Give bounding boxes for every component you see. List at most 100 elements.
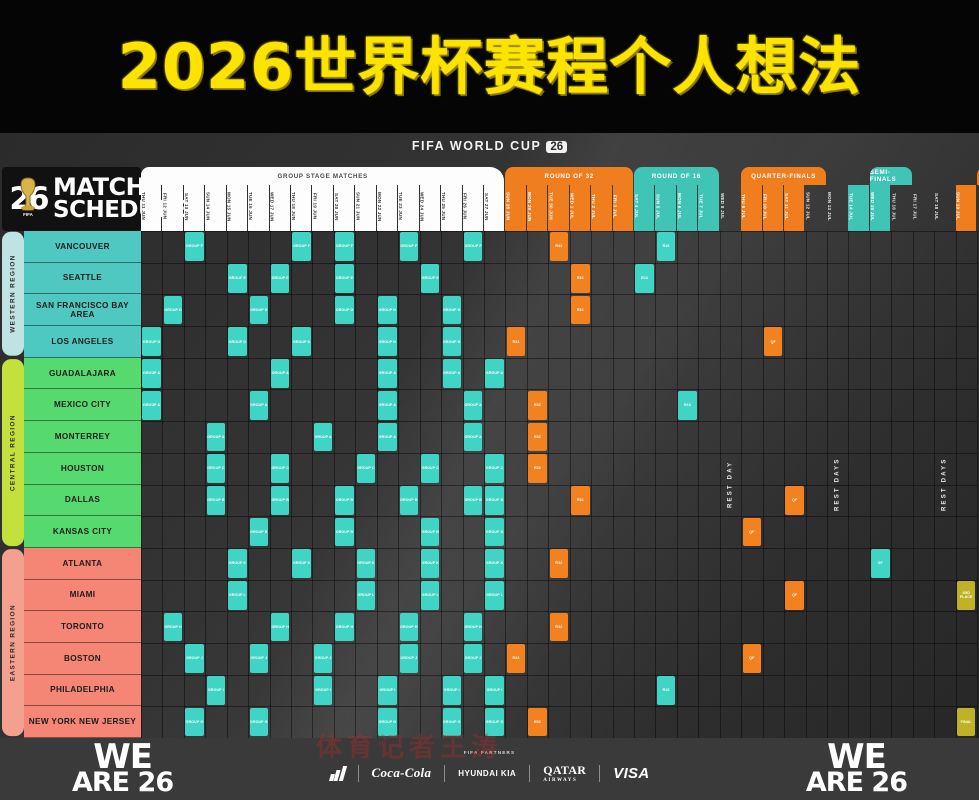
match-cell-r32[interactable]: R32 [549, 612, 569, 642]
match-cell-group[interactable]: GROUP D [163, 295, 183, 325]
city-label-miami[interactable]: MIAMI [24, 579, 141, 612]
city-label-new-york-new-jersey[interactable]: NEW YORK NEW JERSEY [24, 706, 141, 738]
match-cell-r32[interactable]: R32 [549, 232, 569, 262]
city-label-vancouver[interactable]: VANCOUVER [24, 231, 141, 263]
match-cell-r16[interactable]: R16 [678, 390, 697, 420]
date-header-5[interactable]: TUE 16 JUN [248, 185, 269, 231]
date-header-33[interactable]: TUE 14 JUL [848, 185, 869, 231]
match-cell-group[interactable]: GROUP D [335, 295, 354, 325]
date-header-26[interactable]: TUE 7 JUL [698, 185, 719, 231]
date-header-12[interactable]: TUE 23 JUN [398, 185, 419, 231]
match-cell-final[interactable]: FINAL [956, 707, 976, 737]
match-cell-r32[interactable]: R32 [528, 390, 547, 420]
match-cell-final[interactable]: 3RD PLACE [956, 580, 976, 610]
match-cell-group[interactable]: GROUP I [313, 676, 333, 705]
match-cell-group[interactable]: GROUP C [271, 454, 290, 483]
match-cell-group[interactable]: GROUP A [378, 359, 397, 388]
match-cell-group[interactable]: GROUP F [292, 232, 311, 262]
match-cell-group[interactable]: GROUP F [463, 232, 483, 262]
match-cell-group[interactable]: GROUP E [228, 264, 247, 293]
match-cell-group[interactable]: GROUP L [228, 580, 247, 610]
match-cell-group[interactable]: GROUP G [249, 707, 268, 737]
date-header-30[interactable]: SAT 11 JUL [784, 185, 805, 231]
city-label-guadalajara[interactable]: GUADALAJARA [24, 357, 141, 390]
match-cell-group[interactable]: GROUP J [313, 644, 333, 674]
match-cell-group[interactable]: GROUP J [463, 644, 483, 674]
match-cell-group[interactable]: GROUP A [249, 390, 268, 420]
match-cell-group[interactable]: GROUP B [421, 517, 440, 547]
date-header-24[interactable]: SUN 5 JUL [655, 185, 676, 231]
city-label-philadelphia[interactable]: PHILADELPHIA [24, 674, 141, 707]
match-cell-group[interactable]: GROUP A [442, 359, 461, 388]
date-header-19[interactable]: TUE 30 JUN [548, 185, 569, 231]
match-cell-group[interactable]: GROUP J [399, 644, 419, 674]
city-label-boston[interactable]: BOSTON [24, 642, 141, 675]
match-cell-group[interactable]: GROUP B [335, 485, 354, 515]
match-cell-qf[interactable]: QF [764, 327, 783, 357]
match-cell-group[interactable]: GROUP G [442, 707, 461, 737]
city-label-mexico-city[interactable]: MEXICO CITY [24, 389, 141, 422]
match-cell-group[interactable]: GROUP C [356, 454, 376, 483]
match-cell-group[interactable]: GROUP E [421, 264, 440, 293]
match-cell-r32[interactable]: R32 [571, 295, 590, 325]
city-label-los-angeles[interactable]: LOS ANGELES [24, 326, 141, 358]
date-header-34[interactable]: WED 15 JUL [869, 185, 891, 231]
date-header-6[interactable]: WED 17 JUN [269, 185, 291, 231]
match-cell-group[interactable]: GROUP K [356, 549, 376, 578]
match-cell-group[interactable]: GROUP D [249, 295, 268, 325]
match-cell-group[interactable]: GROUP I [206, 676, 226, 705]
match-cell-group[interactable]: GROUP A [463, 390, 483, 420]
date-header-36[interactable]: FRI 17 JUL [912, 193, 918, 220]
match-cell-group[interactable]: GROUP I [485, 676, 504, 705]
match-cell-group[interactable]: GROUP B [206, 485, 226, 515]
match-cell-group[interactable]: GROUP L [421, 580, 440, 610]
match-cell-group[interactable]: GROUP K [485, 549, 504, 578]
match-cell-group[interactable]: GROUP D [228, 327, 247, 357]
match-cell-r32[interactable]: R32 [506, 327, 526, 357]
match-cell-r16[interactable]: R16 [635, 264, 654, 293]
date-header-25[interactable]: MON 6 JUL [676, 185, 698, 231]
match-cell-group[interactable]: GROUP I [378, 676, 397, 705]
match-cell-group[interactable]: GROUP J [249, 644, 268, 674]
match-cell-group[interactable]: GROUP C [206, 454, 226, 483]
date-header-27[interactable]: WED 8 JUL [719, 193, 725, 220]
match-cell-group[interactable]: GROUP H [463, 612, 483, 642]
match-cell-group[interactable]: GROUP B [249, 517, 268, 547]
date-header-23[interactable]: SAT 4 JUL [634, 185, 655, 231]
city-label-kansas-city[interactable]: KANSAS CITY [24, 516, 141, 548]
match-cell-group[interactable]: GROUP G [485, 707, 504, 737]
city-label-seattle[interactable]: SEATTLE [24, 262, 141, 295]
date-header-21[interactable]: THU 2 JUL [591, 185, 612, 231]
match-cell-group[interactable]: GROUP A [313, 422, 333, 452]
match-cell-group[interactable]: GROUP H [163, 612, 183, 642]
match-cell-group[interactable]: GROUP D [378, 327, 397, 357]
date-header-17[interactable]: SUN 28 JUN [505, 185, 526, 231]
match-cell-group[interactable]: GROUP F [185, 232, 204, 262]
match-cell-group[interactable]: GROUP K [421, 549, 440, 578]
match-cell-group[interactable]: GROUP A [271, 359, 290, 388]
match-cell-group[interactable]: GROUP A [378, 390, 397, 420]
match-cell-group[interactable]: GROUP E [335, 264, 354, 293]
match-cell-group[interactable]: GROUP F [335, 232, 354, 262]
match-cell-r32[interactable]: R32 [528, 422, 547, 452]
match-cell-group[interactable]: GROUP L [485, 580, 504, 610]
match-cell-qf[interactable]: QF [742, 517, 762, 547]
date-header-37[interactable]: SAT 18 JUL [934, 192, 940, 221]
city-label-dallas[interactable]: DALLAS [24, 484, 141, 517]
date-header-3[interactable]: SUN 14 JUN [205, 185, 226, 231]
match-cell-qf[interactable]: QF [785, 580, 804, 610]
match-cell-group[interactable]: GROUP D [442, 295, 461, 325]
match-cell-group[interactable]: GROUP A [142, 359, 161, 388]
date-header-16[interactable]: SAT 27 JUN [483, 185, 505, 231]
date-header-11[interactable]: MON 22 JUN [376, 185, 398, 231]
date-header-29[interactable]: FRI 10 JUL [762, 185, 784, 231]
date-header-31[interactable]: SUN 12 JUL [805, 192, 811, 221]
match-cell-group[interactable]: GROUP H [335, 612, 354, 642]
match-cell-group[interactable]: GROUP A [463, 422, 483, 452]
match-cell-r16[interactable]: R16 [656, 676, 676, 705]
date-header-9[interactable]: SAT 20 JUN [333, 185, 355, 231]
match-cell-group[interactable]: GROUP J [185, 644, 204, 674]
match-cell-sf[interactable]: SF [871, 549, 890, 578]
date-header-14[interactable]: THU 25 JUN [441, 185, 462, 231]
match-cell-group[interactable]: GROUP C [421, 454, 440, 483]
